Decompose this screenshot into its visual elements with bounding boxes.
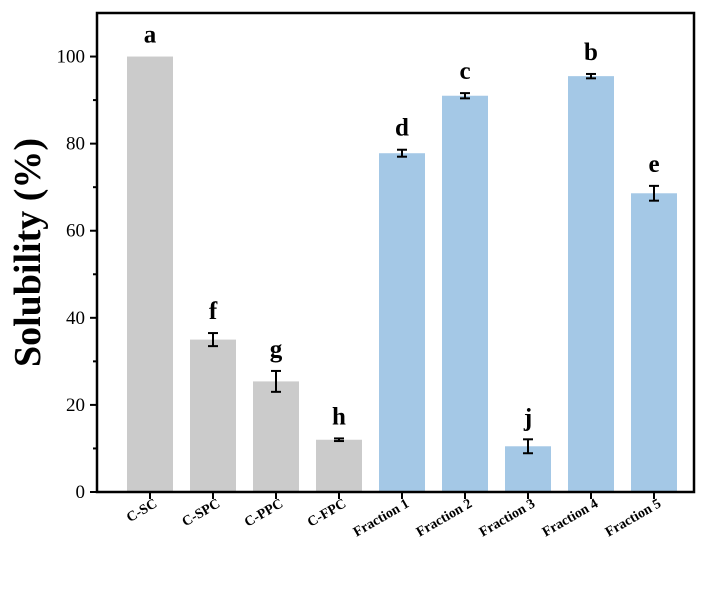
x-category-label: C-PPC xyxy=(242,496,286,530)
x-category-label: Fraction 3 xyxy=(477,496,538,540)
y-tick-label: 40 xyxy=(66,308,85,329)
x-category-label: Fraction 4 xyxy=(540,496,601,540)
x-category-label: C-SPC xyxy=(180,496,223,530)
y-tick-label: 80 xyxy=(66,134,85,155)
significance-letter: e xyxy=(648,151,659,178)
bar-fraction-5 xyxy=(631,193,677,492)
significance-letter: g xyxy=(270,336,283,363)
error-bar-fraction-1 xyxy=(397,148,407,158)
error-bar-c-fpc xyxy=(334,437,344,443)
significance-letters: a f g h d c j b e xyxy=(144,22,660,432)
x-category-label: C-SC xyxy=(124,496,160,525)
error-bar-c-spc xyxy=(208,332,218,348)
error-bar-c-ppc xyxy=(271,369,281,393)
y-tick-label: 100 xyxy=(57,47,86,68)
bar-fraction-1 xyxy=(379,153,425,492)
bar-c-fpc xyxy=(316,439,362,492)
bar-fraction-2 xyxy=(442,95,488,493)
significance-letter: b xyxy=(584,39,598,66)
bar-c-spc xyxy=(190,339,236,492)
bars-layer xyxy=(127,56,677,493)
error-bars-layer xyxy=(208,72,659,455)
error-bar-fraction-3 xyxy=(523,438,533,455)
bar-fraction-4 xyxy=(568,76,614,493)
y-axis-title: Solubility (%) xyxy=(7,138,49,367)
y-tick-label: 60 xyxy=(66,221,85,242)
significance-letter: d xyxy=(395,115,409,142)
error-bar-fraction-5 xyxy=(649,184,659,202)
significance-letter: j xyxy=(523,404,532,431)
x-category-label: Fraction 5 xyxy=(603,496,664,540)
y-tick-label: 20 xyxy=(66,395,85,416)
y-tick-label: 0 xyxy=(76,482,86,503)
x-category-label: C-FPC xyxy=(305,496,349,530)
significance-letter: a xyxy=(144,22,157,49)
significance-letter: c xyxy=(459,58,470,85)
x-category-label: Fraction 2 xyxy=(414,496,475,540)
significance-letter: f xyxy=(209,298,218,325)
x-category-label: Fraction 1 xyxy=(351,496,412,540)
y-axis: 0 20 40 60 80 100 xyxy=(57,47,97,503)
error-bar-fraction-2 xyxy=(460,92,470,100)
significance-letter: h xyxy=(332,403,346,430)
plot-frame xyxy=(95,11,696,494)
error-bar-fraction-4 xyxy=(586,72,596,80)
bar-c-sc xyxy=(127,56,173,492)
bar-c-ppc xyxy=(253,381,299,492)
